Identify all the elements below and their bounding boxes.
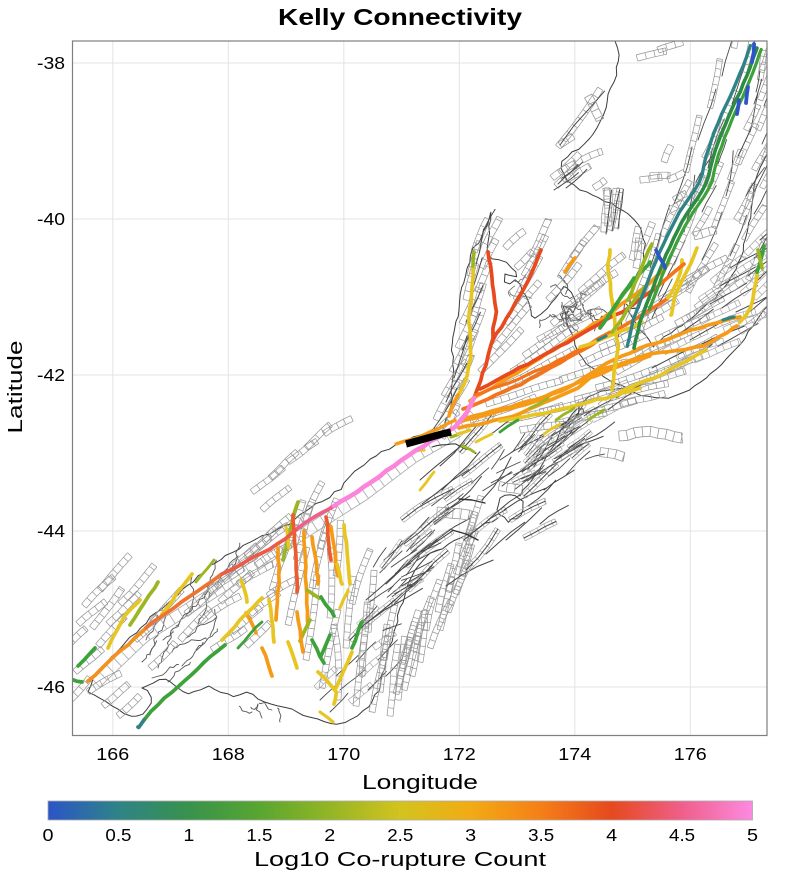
svg-text:0.5: 0.5 (105, 825, 131, 845)
svg-text:2.5: 2.5 (387, 825, 413, 845)
svg-text:176: 176 (674, 744, 707, 764)
svg-text:-46: -46 (37, 677, 65, 697)
svg-text:2: 2 (324, 825, 335, 845)
svg-text:4: 4 (606, 825, 617, 845)
svg-text:-38: -38 (37, 53, 65, 73)
svg-text:Kelly Connectivity: Kelly Connectivity (278, 4, 522, 30)
svg-text:1: 1 (183, 825, 194, 845)
svg-text:170: 170 (327, 744, 360, 764)
svg-text:174: 174 (558, 744, 591, 764)
svg-text:1.5: 1.5 (246, 825, 272, 845)
svg-text:172: 172 (443, 744, 476, 764)
svg-text:5: 5 (747, 825, 758, 845)
svg-text:Longitude: Longitude (362, 772, 478, 794)
svg-text:-42: -42 (37, 365, 65, 385)
svg-text:Latitude: Latitude (5, 341, 27, 434)
svg-text:3.5: 3.5 (528, 825, 554, 845)
svg-text:-40: -40 (37, 209, 65, 229)
svg-text:4.5: 4.5 (669, 825, 695, 845)
svg-text:-44: -44 (37, 521, 65, 541)
svg-text:166: 166 (96, 744, 129, 764)
svg-text:Log10 Co-rupture Count: Log10 Co-rupture Count (254, 849, 547, 871)
svg-text:3: 3 (465, 825, 476, 845)
svg-text:168: 168 (212, 744, 245, 764)
svg-text:0: 0 (43, 825, 54, 845)
